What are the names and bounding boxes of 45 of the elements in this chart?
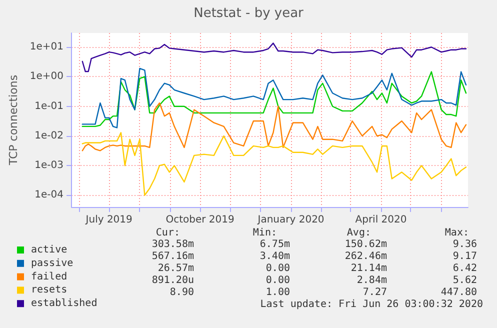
text: 9.17 (452, 251, 477, 262)
legend-label: established (31, 298, 98, 310)
text: 262.46m (344, 251, 387, 262)
chart-title: Netstat - by year (194, 6, 304, 21)
legend-label: active (31, 244, 68, 256)
text: Last update: Fri Jun 26 03:00:32 2020 (260, 299, 483, 310)
y-tick-label: 1e+01 (30, 42, 64, 53)
text: 567.16m (152, 251, 194, 262)
y-tick-label: 1e-01 (34, 100, 64, 112)
line-series (82, 42, 467, 72)
text: 2.84m (356, 275, 387, 286)
text: 447.80 (440, 287, 477, 298)
text: Min: (252, 228, 277, 238)
text: 3.40m (260, 251, 290, 262)
x-tick-label: April 2020 (355, 214, 407, 226)
legend-label: failed (31, 271, 68, 282)
y-tick-label: 1e+00 (30, 71, 64, 82)
text: 26.57m (158, 263, 194, 274)
x-tick-label: October 2019 (166, 214, 234, 226)
x-tick-label: July 2019 (84, 214, 132, 226)
text: 7.27 (362, 287, 387, 298)
line-series (82, 102, 467, 152)
text: Max: (444, 228, 469, 238)
text: 303.58m (152, 239, 194, 250)
y-axis-title: TCP connections (7, 74, 20, 166)
text: 0.00 (266, 275, 290, 286)
text: 891.20u (152, 275, 194, 286)
text: Avg: (346, 228, 371, 238)
legend-label: passive (31, 258, 74, 269)
text: Cur: (156, 228, 180, 238)
line-series (82, 132, 467, 196)
y-tick-label: 1e-04 (34, 190, 64, 201)
x-tick-label: January 2020 (256, 214, 324, 226)
text: 6.75m (260, 239, 290, 250)
y-tick-label: 1e-02 (34, 130, 64, 142)
text: 6.42 (452, 263, 477, 274)
legend-label: resets (31, 284, 68, 296)
text: 8.90 (170, 287, 194, 298)
text: 21.14m (350, 263, 387, 274)
text: 5.62 (452, 275, 477, 286)
text: 150.62m (344, 239, 387, 250)
y-tick-label: 1e-03 (34, 160, 64, 172)
text: 9.36 (452, 239, 477, 250)
text: 0.00 (266, 263, 290, 274)
text: 1.00 (266, 287, 290, 298)
